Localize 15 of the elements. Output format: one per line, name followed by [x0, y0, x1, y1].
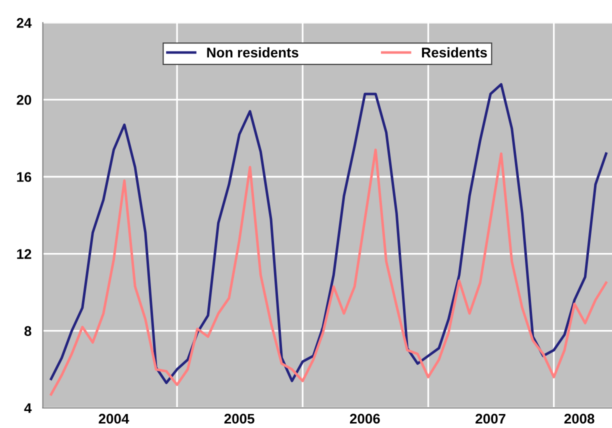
y-tick-label: 20	[16, 95, 32, 105]
legend-label: Residents	[422, 47, 487, 58]
line-series	[50, 83, 608, 384]
x-tick-label: 2005	[224, 414, 254, 424]
y-tick-label: 24	[16, 18, 32, 28]
legend-label: Non residents	[207, 47, 298, 58]
y-tick-label: 16	[17, 172, 32, 182]
x-tick-label: 2004	[98, 414, 130, 424]
line-series	[50, 148, 608, 396]
x-tick-label: 2008	[564, 414, 594, 424]
x-tick-label: 2007	[476, 414, 506, 424]
y-tick-label: 4	[24, 403, 32, 413]
y-tick-label: 12	[17, 249, 32, 259]
x-tick-label: 2006	[350, 414, 380, 424]
y-tick-label: 8	[24, 326, 32, 336]
